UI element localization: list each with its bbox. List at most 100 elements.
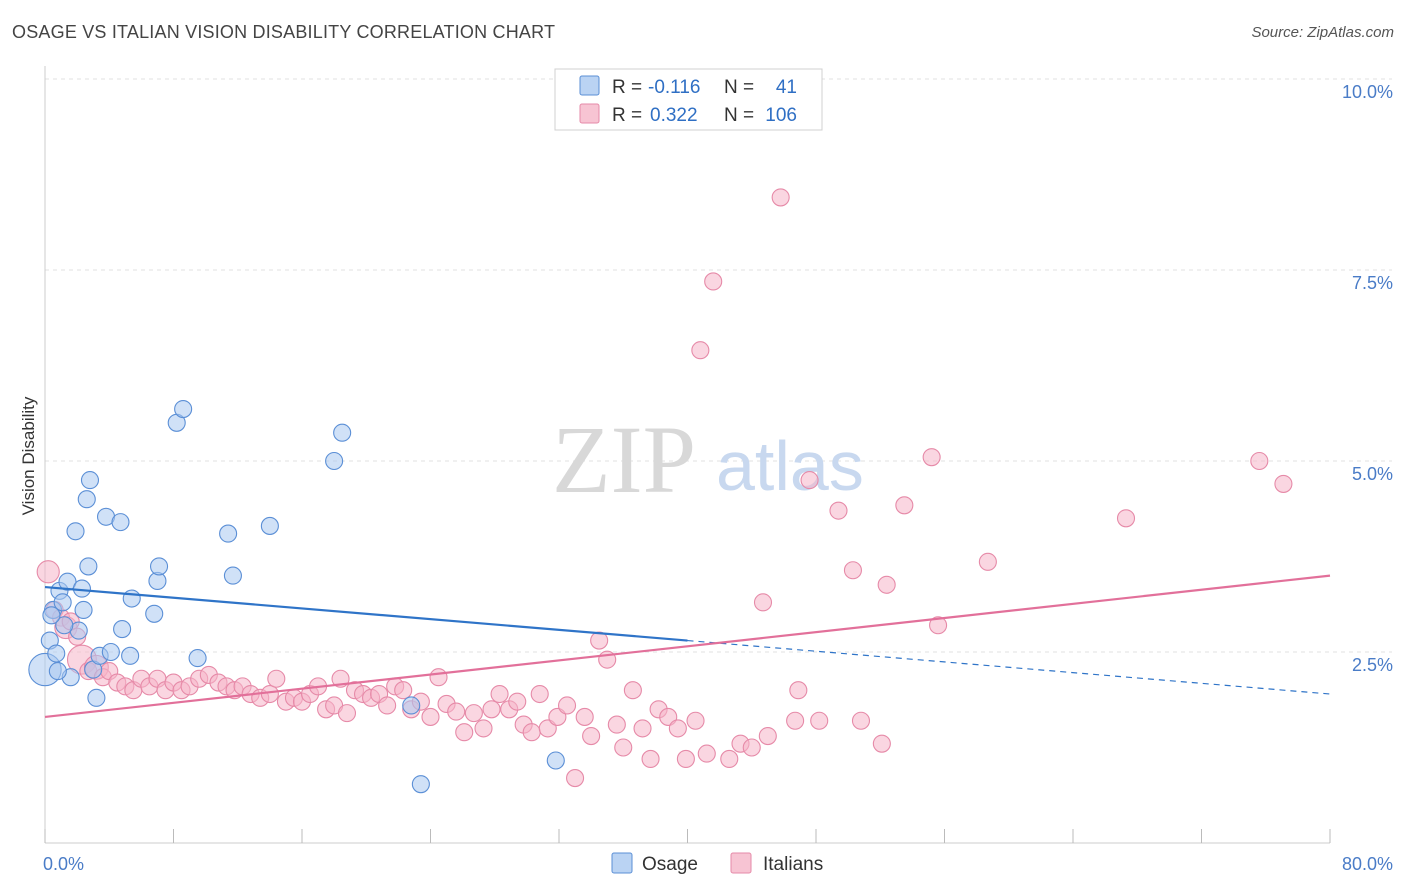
osage-point-32 — [260, 516, 279, 535]
gridlines — [45, 78, 1392, 653]
legend-bottom-swatch-osage — [611, 852, 633, 874]
osage-point-39 — [55, 616, 74, 635]
legend-r-value-italians: 0.322 — [650, 105, 698, 126]
osage-point-8 — [66, 522, 85, 541]
osage-point-40 — [42, 606, 61, 625]
osage-point-38 — [48, 662, 67, 681]
legend-swatch-osage — [579, 75, 600, 96]
y-tick-label-0: 2.5% — [1352, 655, 1393, 675]
italians-point-90 — [786, 711, 805, 730]
italians-point-83 — [697, 744, 716, 763]
italians-point-96 — [851, 711, 871, 730]
legend-r-label-osage: R = — [612, 77, 642, 98]
italians-point-74 — [633, 719, 652, 738]
italians-point-55 — [474, 719, 493, 738]
watermark-atlas: atlas — [716, 427, 864, 505]
series-osage — [28, 399, 565, 794]
osage-point-6 — [58, 572, 77, 591]
italians-point-82 — [704, 272, 723, 291]
source-label: Source: ZipAtlas.com — [1251, 24, 1394, 41]
osage-point-37 — [546, 751, 565, 770]
italians-point-57 — [490, 684, 509, 704]
italians-point-62 — [530, 684, 549, 704]
italians-point-87 — [753, 593, 773, 612]
italians-point-89 — [771, 188, 790, 207]
italians-point-52 — [447, 702, 466, 721]
x-tick-label-0: 0.0% — [43, 854, 84, 874]
italians-point-84 — [720, 749, 739, 769]
italians-point-86 — [742, 738, 761, 757]
osage-point-12 — [77, 490, 96, 509]
italians-point-0 — [36, 560, 60, 584]
legend-r-value-osage: -0.116 — [648, 77, 700, 98]
italians-point-101 — [922, 448, 941, 467]
chart-title: OSAGE VS ITALIAN VISION DISABILITY CORRE… — [12, 22, 556, 42]
italians-point-75 — [641, 749, 660, 769]
italians-point-98 — [877, 575, 896, 594]
italians-point-71 — [607, 715, 626, 734]
legend-n-label-osage: N = — [724, 77, 754, 98]
italians-point-100 — [929, 616, 948, 635]
series-italians — [36, 188, 1293, 788]
italians-point-44 — [378, 696, 397, 715]
osage-point-24 — [145, 604, 164, 623]
axes — [44, 66, 1331, 844]
italians-point-91 — [789, 681, 808, 700]
italians-point-94 — [829, 501, 848, 520]
italians-point-68 — [582, 726, 601, 746]
y-tick-label-2: 7.5% — [1352, 273, 1393, 293]
italians-point-103 — [1116, 509, 1136, 528]
osage-point-19 — [101, 642, 120, 662]
osage-point-35 — [402, 696, 421, 715]
italians-point-80 — [686, 711, 705, 730]
osage-point-13 — [79, 557, 98, 576]
x-tick-labels: 0.0% 80.0% — [43, 854, 1393, 874]
legend-bottom-label-italians: Italians — [763, 854, 823, 875]
italians-point-29 — [260, 684, 279, 704]
osage-point-5 — [53, 593, 72, 612]
italians-point-81 — [691, 341, 710, 360]
italians-point-56 — [482, 700, 501, 719]
italians-point-105 — [1274, 474, 1293, 493]
osage-point-3 — [47, 644, 66, 663]
y-tick-label-3: 10.0% — [1342, 82, 1393, 102]
italians-point-61 — [522, 723, 541, 742]
osage-point-36 — [411, 775, 430, 794]
legend-swatch-italians — [579, 103, 600, 124]
italians-point-67 — [575, 707, 594, 726]
osage-point-33 — [325, 451, 344, 471]
osage-trendline-extension — [687, 639, 1331, 695]
watermark: ZIP atlas — [552, 406, 864, 513]
osage-point-34 — [333, 423, 352, 442]
legend-n-label-italians: N = — [724, 105, 754, 126]
italians-point-102 — [978, 552, 997, 571]
y-tick-labels: 2.5% 5.0% 7.5% 10.0% — [1342, 82, 1393, 675]
osage-point-20 — [111, 513, 130, 532]
italians-point-69 — [590, 631, 609, 650]
italians-point-46 — [394, 681, 413, 700]
italians-point-92 — [800, 471, 819, 490]
italians-point-72 — [614, 738, 633, 757]
osage-point-23 — [122, 589, 141, 608]
italians-point-78 — [668, 719, 687, 738]
italians-point-95 — [843, 561, 862, 580]
italians-point-53 — [455, 723, 474, 742]
y-tick-label-1: 5.0% — [1352, 464, 1393, 484]
italians-point-88 — [758, 726, 777, 746]
italians-point-59 — [508, 692, 527, 711]
italians-point-39 — [337, 704, 357, 723]
osage-point-30 — [219, 524, 238, 543]
italians-point-104 — [1250, 451, 1269, 471]
x-tick-label-1: 80.0% — [1342, 854, 1393, 874]
osage-point-16 — [87, 688, 106, 707]
italians-point-73 — [623, 681, 642, 700]
y-axis-title: Vision Disability — [19, 396, 38, 515]
italians-trendline — [44, 574, 1331, 719]
legend-n-value-italians: 106 — [765, 105, 797, 126]
italians-point-66 — [566, 769, 585, 788]
italians-point-97 — [872, 734, 891, 753]
italians-point-65 — [557, 696, 577, 715]
osage-point-29 — [188, 649, 207, 668]
legend-bottom: Osage Italians — [611, 852, 823, 875]
